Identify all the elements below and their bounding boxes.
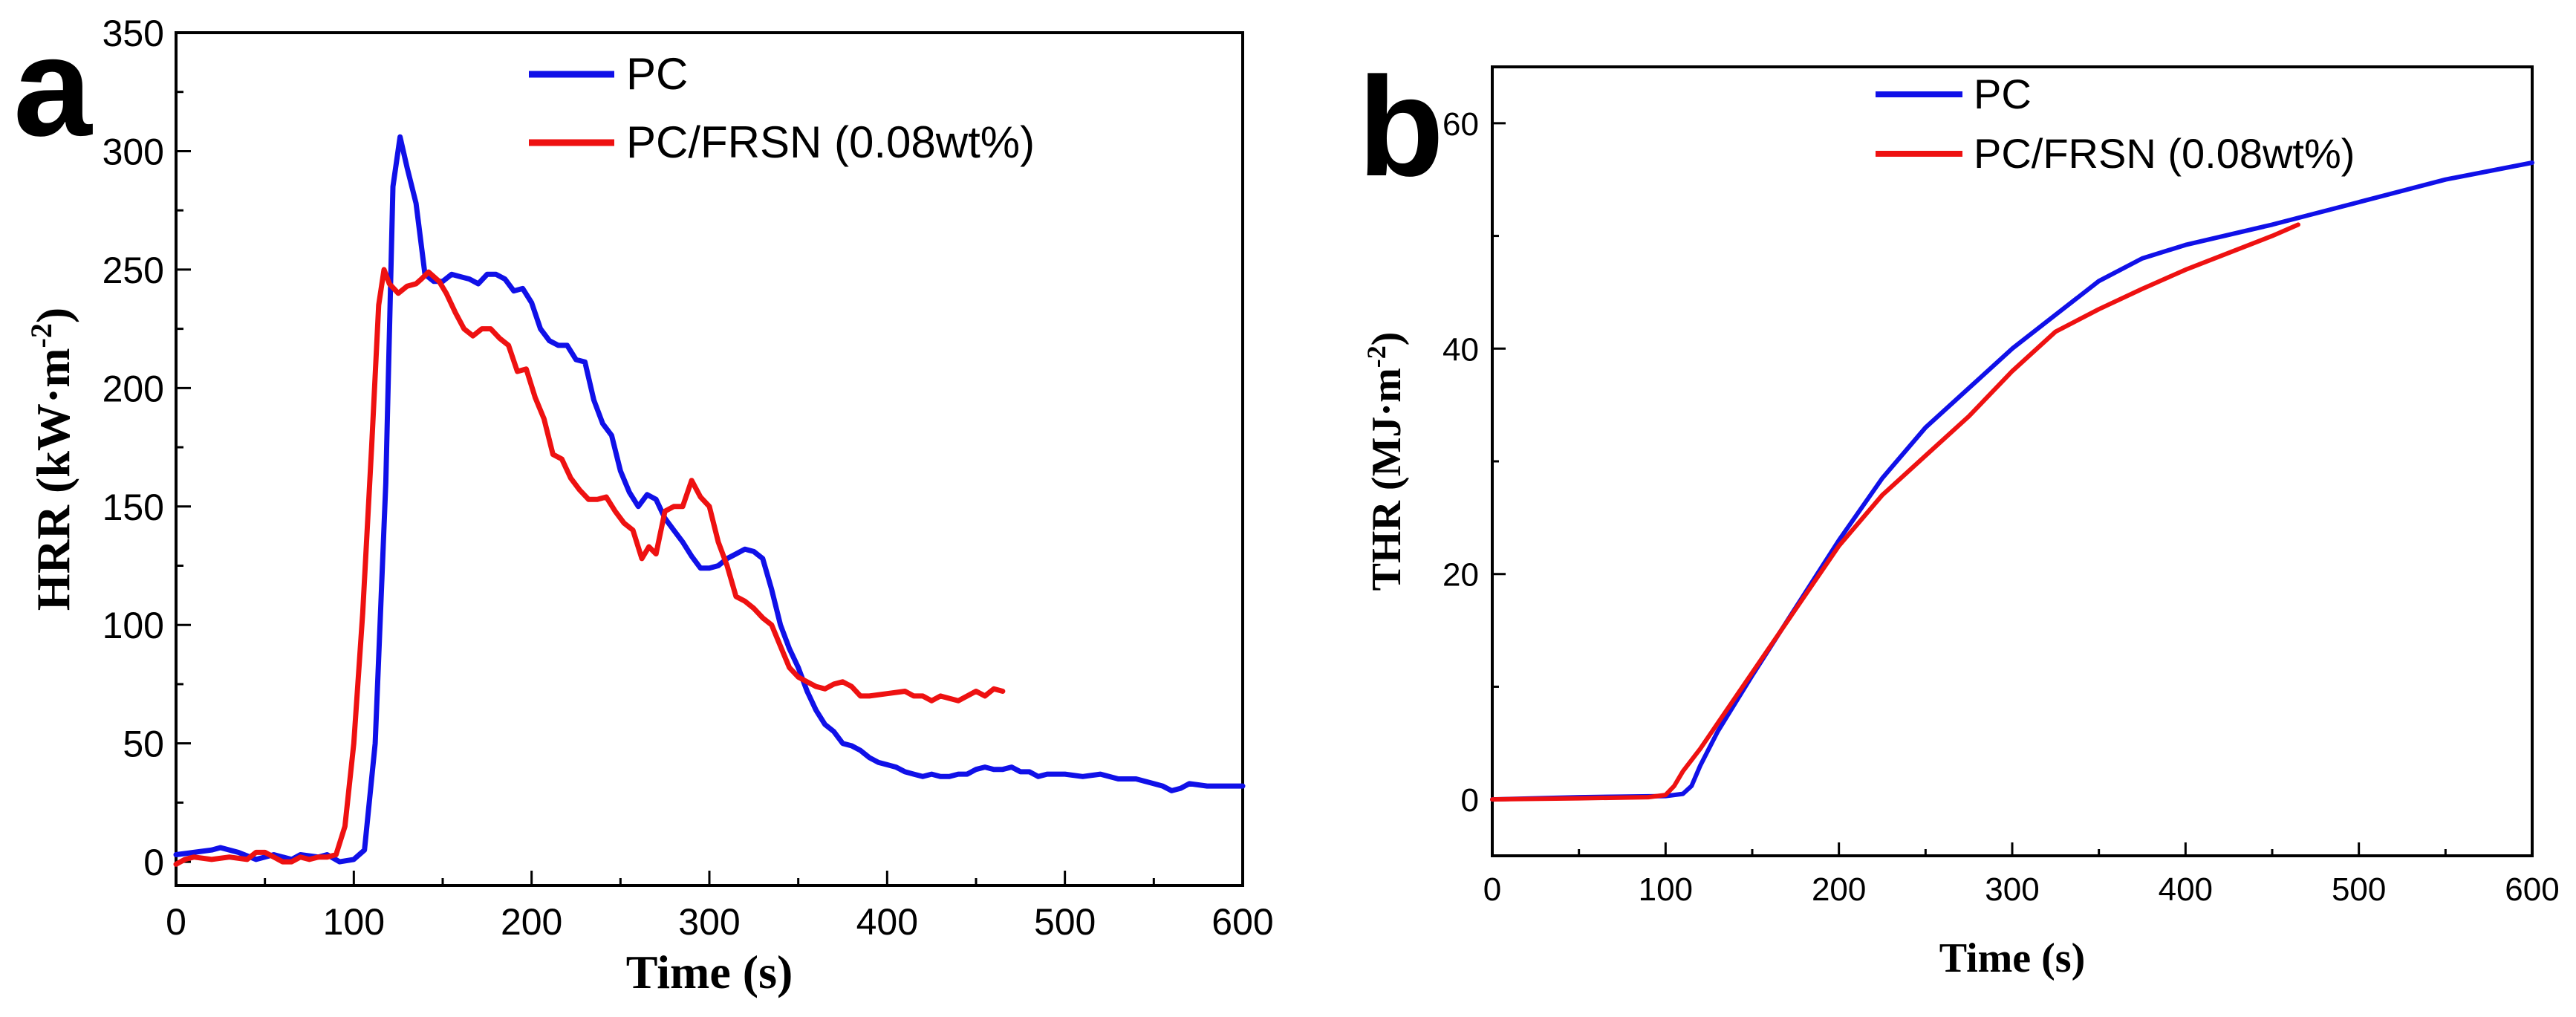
x-axis-title-b: Time (s): [1939, 935, 2086, 981]
y-tick-label-a: 200: [103, 368, 164, 409]
panel-letter-a: a: [13, 8, 93, 166]
legend-label-pc-a: PC: [626, 49, 688, 99]
series-a: [173, 134, 1246, 867]
y-tick-label-b: 60: [1443, 106, 1479, 143]
y-tick-label-a: 50: [123, 724, 164, 765]
y-axis-title-b-close: ): [1364, 332, 1410, 346]
y-tick-label-b: 40: [1443, 331, 1479, 368]
plot-frame-b: [1491, 65, 2534, 857]
y-tick-label-a: 300: [103, 131, 164, 172]
x-tick-label-b: 400: [2159, 871, 2213, 908]
y-axis-title-a-sup: -2: [25, 323, 58, 348]
y-tick-label-a: 350: [103, 13, 164, 54]
y-axis-title-a-main: HRR (kW·m: [27, 348, 79, 611]
y-axis-title-b-sup: -2: [1362, 345, 1391, 368]
legend-label-frsn-b: PC/FRSN (0.08wt%): [1974, 130, 2355, 177]
y-axis-title-b-main: THR (MJ·m: [1364, 368, 1410, 591]
x-tick-label-a: 600: [1211, 901, 1273, 943]
y-tick-label-a: 100: [103, 605, 164, 646]
y-tick-label-a: 150: [103, 487, 164, 528]
y-axis-title-a-close: ): [27, 308, 79, 323]
ticks-b: 0 100 200 300 400 500 600 0 20 40 60: [1443, 106, 2560, 908]
series-b: [1490, 160, 2534, 802]
legend-label-pc-b: PC: [1974, 71, 2032, 117]
y-tick-label-b: 0: [1461, 782, 1479, 819]
y-axis-title-b: THR (MJ·m-2): [1362, 332, 1410, 591]
x-tick-label-a: 200: [501, 901, 562, 943]
x-tick-label-a: 500: [1034, 901, 1096, 943]
ticks-a: 0 100 200 300 400 500 600 0 50 100 150 200 250 300 350: [103, 13, 1274, 943]
legend-b: PC PC/FRSN (0.08wt%): [1876, 71, 2355, 177]
legend-a: PC PC/FRSN (0.08wt%): [529, 49, 1035, 167]
y-axis-title-a: HRR (kW·m-2): [25, 308, 79, 611]
series-line-frsn-a: [173, 267, 1006, 867]
panel-a: 0 100 200 300 400 500 600 0 50 100 150 200 250 300 350…: [13, 8, 1274, 998]
series-line-frsn-b: [1490, 222, 2300, 802]
x-tick-label-a: 100: [323, 901, 385, 943]
x-axis-title-a: Time (s): [626, 946, 793, 998]
x-tick-label-a: 0: [166, 901, 186, 943]
y-tick-label-a: 0: [143, 842, 164, 883]
y-tick-label-a: 250: [103, 250, 164, 291]
y-tick-label-b: 20: [1443, 557, 1479, 594]
x-tick-label-a: 300: [678, 901, 740, 943]
series-line-pc-a: [173, 134, 1246, 865]
legend-label-frsn-a: PC/FRSN (0.08wt%): [626, 117, 1035, 167]
series-line-pc-b: [1490, 160, 2534, 802]
x-tick-label-b: 100: [1639, 871, 1693, 908]
x-tick-label-b: 500: [2332, 871, 2386, 908]
x-tick-label-b: 0: [1483, 871, 1501, 908]
x-tick-label-b: 200: [1812, 871, 1866, 908]
panel-letter-b: b: [1358, 48, 1444, 206]
x-tick-label-a: 400: [856, 901, 918, 943]
panel-b: 0 100 200 300 400 500 600 0 20 40 60 b PC PC/FRSN …: [1358, 48, 2560, 981]
x-tick-label-b: 300: [1985, 871, 2039, 908]
x-tick-label-b: 600: [2505, 871, 2559, 908]
